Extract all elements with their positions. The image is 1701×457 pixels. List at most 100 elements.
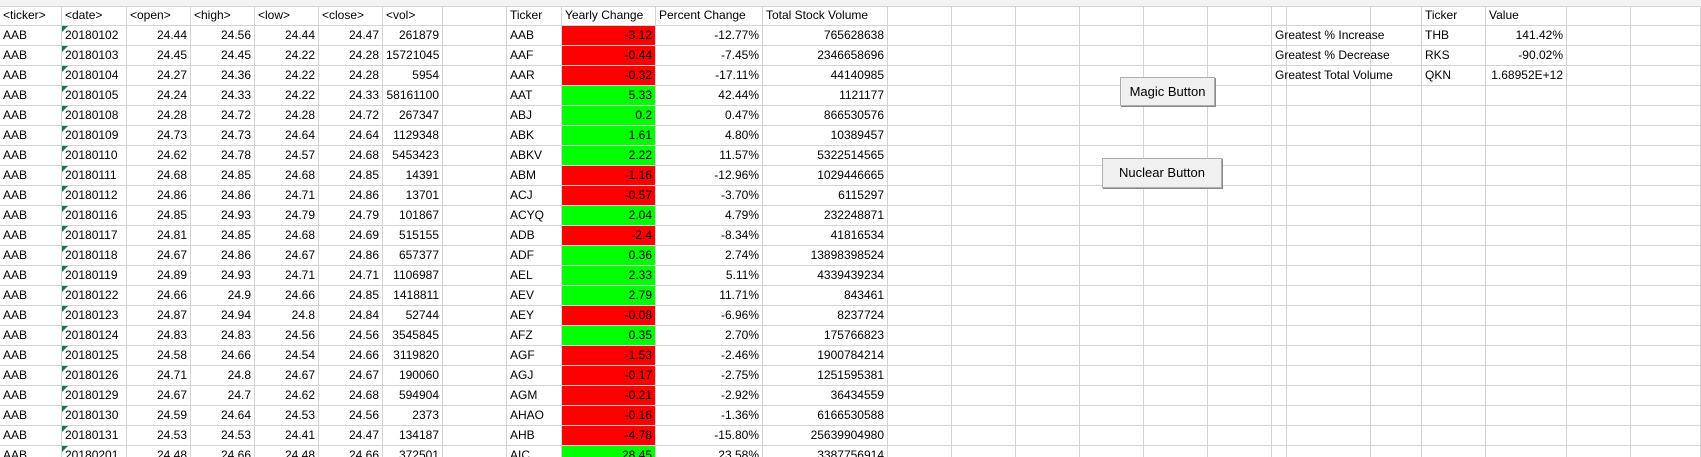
greatest-value-cell[interactable]: 1.68952E+12 xyxy=(1486,66,1567,86)
raw-data-cell[interactable]: 5954 xyxy=(383,66,443,86)
empty-cell[interactable] xyxy=(1422,146,1486,166)
empty-cell[interactable] xyxy=(1208,426,1272,446)
raw-data-cell[interactable]: 24.68 xyxy=(319,386,383,406)
raw-data-cell[interactable]: 24.28 xyxy=(319,66,383,86)
empty-cell[interactable] xyxy=(1272,286,1422,306)
empty-cell[interactable] xyxy=(443,6,507,26)
raw-data-cell[interactable]: AAB xyxy=(0,366,62,386)
empty-cell[interactable] xyxy=(1016,326,1080,346)
empty-cell[interactable] xyxy=(1208,46,1272,66)
raw-data-cell[interactable]: 24.54 xyxy=(255,346,319,366)
raw-data-cell[interactable]: 24.45 xyxy=(191,46,255,66)
summary-ticker-cell[interactable]: ABJ xyxy=(507,106,562,126)
raw-data-cell[interactable]: 20180108 xyxy=(62,106,127,126)
raw-data-cell[interactable]: 20180117 xyxy=(62,226,127,246)
empty-cell[interactable] xyxy=(1080,346,1144,366)
empty-cell[interactable] xyxy=(1422,266,1486,286)
empty-cell[interactable] xyxy=(1631,26,1701,46)
empty-cell[interactable] xyxy=(443,146,507,166)
summary-ticker-cell[interactable]: ABK xyxy=(507,126,562,146)
empty-cell[interactable] xyxy=(1422,426,1486,446)
raw-data-cell[interactable]: 20180103 xyxy=(62,46,127,66)
empty-cell[interactable] xyxy=(443,246,507,266)
summary-header-cell[interactable]: Yearly Change xyxy=(562,6,656,26)
empty-cell[interactable] xyxy=(1272,126,1422,146)
raw-data-cell[interactable]: 2373 xyxy=(383,406,443,426)
empty-cell[interactable] xyxy=(1422,206,1486,226)
raw-data-cell[interactable]: 24.66 xyxy=(319,346,383,366)
empty-cell[interactable] xyxy=(443,366,507,386)
raw-data-cell[interactable]: AAB xyxy=(0,306,62,326)
raw-data-cell[interactable]: AAB xyxy=(0,346,62,366)
raw-data-cell[interactable]: 24.56 xyxy=(255,326,319,346)
raw-data-cell[interactable]: 20180119 xyxy=(62,266,127,286)
raw-data-cell[interactable]: AAB xyxy=(0,166,62,186)
empty-cell[interactable] xyxy=(1567,86,1631,106)
empty-cell[interactable] xyxy=(888,366,952,386)
total-volume-cell[interactable]: 1900784214 xyxy=(763,346,888,366)
empty-cell[interactable] xyxy=(1208,26,1272,46)
raw-data-cell[interactable]: 20180131 xyxy=(62,426,127,446)
yearly-change-cell[interactable]: 0.35 xyxy=(562,326,656,346)
empty-cell[interactable] xyxy=(1016,46,1080,66)
empty-cell[interactable] xyxy=(1208,206,1272,226)
summary-ticker-cell[interactable]: ABM xyxy=(507,166,562,186)
raw-data-cell[interactable]: 20180130 xyxy=(62,406,127,426)
empty-cell[interactable] xyxy=(443,186,507,206)
raw-data-cell[interactable]: AAB xyxy=(0,46,62,66)
empty-cell[interactable] xyxy=(1486,366,1567,386)
raw-data-cell[interactable]: 372501 xyxy=(383,446,443,457)
percent-change-cell[interactable]: -2.46% xyxy=(656,346,763,366)
total-volume-cell[interactable]: 765628638 xyxy=(763,26,888,46)
empty-cell[interactable] xyxy=(1016,186,1080,206)
percent-change-cell[interactable]: -17.11% xyxy=(656,66,763,86)
empty-cell[interactable] xyxy=(1486,146,1567,166)
empty-cell[interactable] xyxy=(1080,326,1144,346)
percent-change-cell[interactable]: -3.70% xyxy=(656,186,763,206)
empty-cell[interactable] xyxy=(1486,166,1567,186)
empty-cell[interactable] xyxy=(1486,306,1567,326)
empty-cell[interactable] xyxy=(443,306,507,326)
yearly-change-cell[interactable]: -0.16 xyxy=(562,406,656,426)
summary-ticker-cell[interactable]: ADB xyxy=(507,226,562,246)
raw-data-cell[interactable]: 24.67 xyxy=(319,366,383,386)
empty-cell[interactable] xyxy=(1208,446,1272,457)
raw-data-cell[interactable]: 24.71 xyxy=(127,366,191,386)
empty-cell[interactable] xyxy=(1486,226,1567,246)
empty-cell[interactable] xyxy=(888,286,952,306)
greatest-ticker-cell[interactable]: THB xyxy=(1422,26,1486,46)
raw-data-cell[interactable]: 24.67 xyxy=(127,246,191,266)
total-volume-cell[interactable]: 175766823 xyxy=(763,326,888,346)
summary-ticker-cell[interactable]: AHAO xyxy=(507,406,562,426)
empty-cell[interactable] xyxy=(1080,206,1144,226)
empty-cell[interactable] xyxy=(1272,146,1422,166)
raw-header-cell[interactable]: <ticker> xyxy=(0,6,62,26)
percent-change-cell[interactable]: -1.36% xyxy=(656,406,763,426)
raw-data-cell[interactable]: 24.8 xyxy=(191,366,255,386)
raw-data-cell[interactable]: 20180123 xyxy=(62,306,127,326)
empty-cell[interactable] xyxy=(1016,386,1080,406)
raw-data-cell[interactable]: 24.86 xyxy=(191,186,255,206)
raw-data-cell[interactable]: 24.22 xyxy=(255,66,319,86)
raw-data-cell[interactable]: 24.66 xyxy=(255,286,319,306)
empty-cell[interactable] xyxy=(1080,126,1144,146)
empty-cell[interactable] xyxy=(1080,6,1144,26)
raw-data-cell[interactable]: 24.67 xyxy=(255,246,319,266)
raw-header-cell[interactable]: <close> xyxy=(319,6,383,26)
raw-data-cell[interactable]: 24.66 xyxy=(191,346,255,366)
empty-cell[interactable] xyxy=(1422,286,1486,306)
raw-data-cell[interactable]: 24.69 xyxy=(319,226,383,246)
raw-data-cell[interactable]: AAB xyxy=(0,26,62,46)
empty-cell[interactable] xyxy=(1631,426,1701,446)
empty-cell[interactable] xyxy=(1422,246,1486,266)
raw-data-cell[interactable]: 24.66 xyxy=(191,446,255,457)
empty-cell[interactable] xyxy=(1080,246,1144,266)
raw-data-cell[interactable]: AAB xyxy=(0,246,62,266)
empty-cell[interactable] xyxy=(1631,246,1701,266)
greatest-label-cell[interactable]: Greatest % Decrease xyxy=(1272,46,1422,66)
empty-cell[interactable] xyxy=(1272,6,1422,26)
empty-cell[interactable] xyxy=(1422,226,1486,246)
empty-cell[interactable] xyxy=(1422,366,1486,386)
empty-cell[interactable] xyxy=(1080,426,1144,446)
empty-cell[interactable] xyxy=(443,46,507,66)
